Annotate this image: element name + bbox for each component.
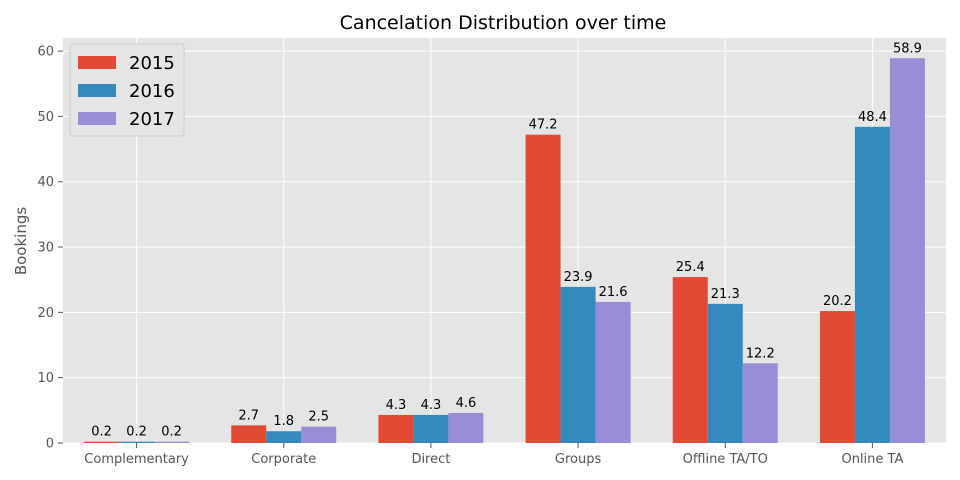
legend-swatch xyxy=(78,84,116,97)
data-label: 25.4 xyxy=(676,260,705,275)
bar xyxy=(742,363,778,443)
bar xyxy=(413,414,449,443)
y-tick-label: 60 xyxy=(37,45,54,60)
y-tick-label: 40 xyxy=(37,175,54,190)
bar xyxy=(231,425,267,443)
data-label: 0.2 xyxy=(91,425,112,440)
bar xyxy=(560,286,596,443)
x-tick-label: Corporate xyxy=(251,452,316,467)
data-label: 23.9 xyxy=(564,270,593,285)
bar xyxy=(595,301,631,443)
x-tick-label: Complementary xyxy=(84,452,189,467)
bar xyxy=(154,441,190,443)
y-tick-label: 0 xyxy=(46,437,54,452)
legend: 2015 2016 2017 xyxy=(69,43,185,137)
legend-label: 2016 xyxy=(129,81,175,102)
bars xyxy=(84,58,925,443)
chart-title: Cancelation Distribution over time xyxy=(340,12,667,34)
y-tick-label: 20 xyxy=(37,306,54,321)
x-tick-label: Online TA xyxy=(841,452,903,467)
legend-label: 2015 xyxy=(129,53,175,74)
y-tick-label: 10 xyxy=(37,371,54,386)
bar xyxy=(525,134,561,443)
y-axis-label: Bookings xyxy=(12,207,30,276)
x-axis-ticks: Complementary Corporate Direct Groups Offlin… xyxy=(84,443,903,467)
data-label: 4.6 xyxy=(456,396,477,411)
bar xyxy=(266,431,302,443)
data-labels: 0.2 2.7 4.3 47.2 25.4 20.2 0.2 1.8 4.3 23.9 21.3 48… xyxy=(91,41,922,439)
x-tick-label: Direct xyxy=(411,452,450,467)
y-axis-ticks: 0 10 20 30 40 50 60 xyxy=(37,45,63,452)
bar xyxy=(819,311,855,443)
data-label: 0.2 xyxy=(126,425,147,440)
data-label: 21.6 xyxy=(599,285,628,300)
data-label: 0.2 xyxy=(161,425,182,440)
bar xyxy=(301,426,337,443)
data-label: 21.3 xyxy=(711,287,740,302)
data-label: 4.3 xyxy=(386,398,407,413)
legend-label: 2017 xyxy=(129,109,175,130)
x-tick-label: Offline TA/TO xyxy=(683,452,768,467)
bar xyxy=(84,441,120,443)
bar xyxy=(448,412,484,443)
data-label: 58.9 xyxy=(893,41,922,56)
plot-area xyxy=(63,38,946,443)
bar xyxy=(889,58,925,443)
data-label: 1.8 xyxy=(273,414,294,429)
data-label: 20.2 xyxy=(823,294,852,309)
y-tick-label: 30 xyxy=(37,241,54,256)
data-label: 12.2 xyxy=(746,346,775,361)
data-label: 2.7 xyxy=(238,408,259,423)
y-tick-label: 50 xyxy=(37,110,54,125)
data-label: 48.4 xyxy=(858,110,887,125)
bar xyxy=(672,277,708,443)
bar xyxy=(707,303,743,443)
data-label: 2.5 xyxy=(308,410,329,425)
x-tick-label: Groups xyxy=(555,452,602,467)
bar xyxy=(119,441,155,443)
bar xyxy=(378,414,414,443)
legend-swatch xyxy=(78,56,116,69)
data-label: 47.2 xyxy=(529,118,558,133)
legend-swatch xyxy=(78,112,116,125)
data-label: 4.3 xyxy=(421,398,442,413)
bar xyxy=(854,126,890,443)
